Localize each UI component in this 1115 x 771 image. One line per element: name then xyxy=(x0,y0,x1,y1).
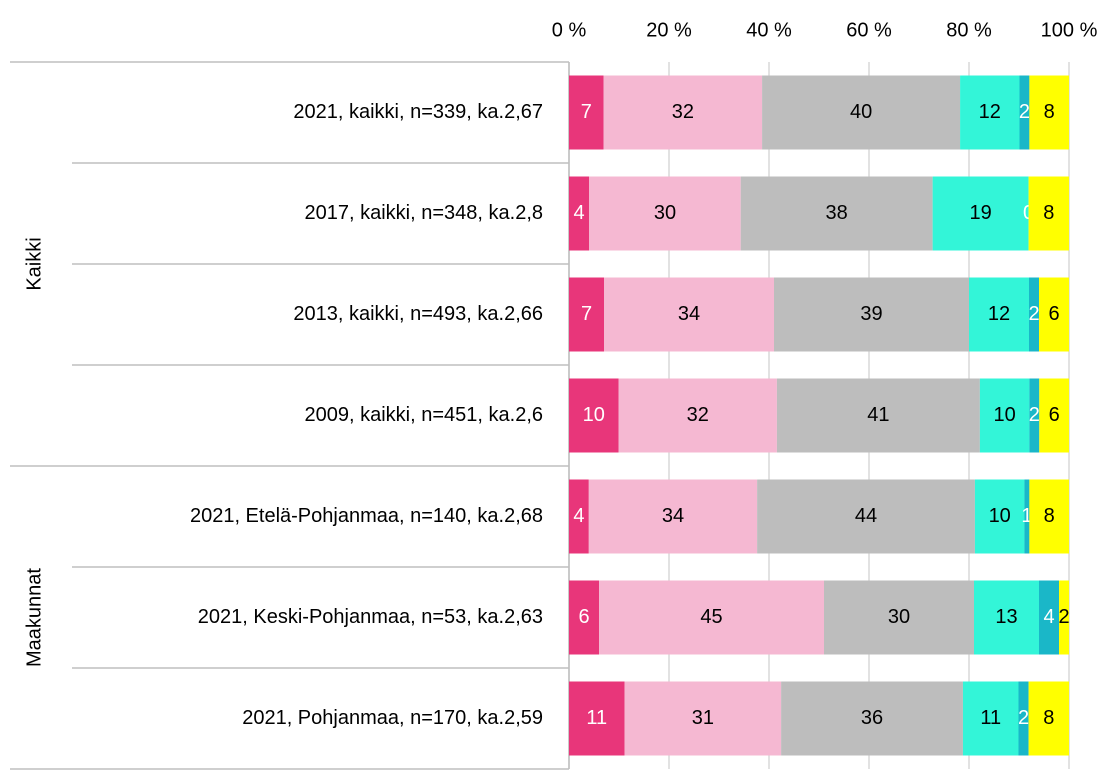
y-tick-label: 2021, Keski-Pohjanmaa, n=53, ka.2,63 xyxy=(198,606,543,628)
data-label: 36 xyxy=(861,707,883,729)
x-tick-label: 60 % xyxy=(846,19,892,41)
bar-segment xyxy=(1029,479,1069,554)
data-label: 10 xyxy=(583,404,605,426)
data-label: 12 xyxy=(988,303,1010,325)
y-tick-label: 2021, kaikki, n=339, ka.2,67 xyxy=(293,101,543,123)
bar-segment xyxy=(589,176,741,251)
bar-segment xyxy=(569,75,604,150)
group-label: Kaikki xyxy=(23,237,45,290)
data-label: 34 xyxy=(662,505,684,527)
data-label: 31 xyxy=(692,707,714,729)
bar-segment xyxy=(962,681,1019,756)
data-label: 32 xyxy=(672,101,694,123)
data-label: 8 xyxy=(1043,202,1054,224)
x-tick-label: 20 % xyxy=(646,19,692,41)
data-label: 45 xyxy=(700,606,722,628)
bar-segment xyxy=(569,580,599,655)
data-label: 40 xyxy=(850,101,872,123)
bar-segment xyxy=(624,681,782,756)
data-label: 8 xyxy=(1044,101,1055,123)
bar-segment xyxy=(569,277,604,352)
data-label: 7 xyxy=(581,101,592,123)
bar-segment xyxy=(569,681,625,756)
x-tick-label: 80 % xyxy=(946,19,992,41)
data-label: 32 xyxy=(687,404,709,426)
bar-segment xyxy=(969,277,1029,352)
bar-segment xyxy=(1028,176,1069,251)
data-label: 30 xyxy=(888,606,910,628)
data-label: 10 xyxy=(989,505,1011,527)
bar-segment xyxy=(599,580,824,655)
bar-segment xyxy=(932,176,1029,251)
data-label: 19 xyxy=(969,202,991,224)
y-tick-label: 2021, Etelä-Pohjanmaa, n=140, ka.2,68 xyxy=(190,505,543,527)
bar-segment xyxy=(618,378,777,453)
group-label: Maakunnat xyxy=(23,568,45,667)
data-label: 2 xyxy=(1028,303,1039,325)
data-label: 11 xyxy=(586,707,607,729)
bar-segment xyxy=(1024,479,1030,554)
data-label: 13 xyxy=(995,606,1017,628)
bar-segment xyxy=(1039,580,1059,655)
data-label: 39 xyxy=(860,303,882,325)
data-label: 2 xyxy=(1018,707,1029,729)
bar-segment xyxy=(604,277,774,352)
y-tick-label: 2017, kaikki, n=348, ka.2,8 xyxy=(305,202,544,224)
data-label: 2 xyxy=(1019,101,1030,123)
data-label: 1 xyxy=(1021,505,1032,527)
bar-segment xyxy=(1019,75,1030,150)
bar-segment xyxy=(1028,681,1069,756)
bar-segment xyxy=(569,378,619,453)
x-tick-label: 100 % xyxy=(1041,19,1098,41)
y-tick-label: 2021, Pohjanmaa, n=170, ka.2,59 xyxy=(242,707,543,729)
bar-segment xyxy=(569,176,590,251)
bar-segment xyxy=(588,479,758,554)
data-label: 2 xyxy=(1029,404,1040,426)
bar-segment xyxy=(1029,75,1069,150)
bar-segment xyxy=(1029,277,1039,352)
bar-segment xyxy=(824,580,974,655)
data-label: 2 xyxy=(1058,606,1069,628)
bar-segment xyxy=(1039,277,1069,352)
y-tick-label: 2013, kaikki, n=493, ka.2,66 xyxy=(293,303,543,325)
data-label: 44 xyxy=(855,505,877,527)
data-label: 8 xyxy=(1043,707,1054,729)
bar-segment xyxy=(757,479,975,554)
bar-segment xyxy=(569,479,589,554)
data-label: 8 xyxy=(1044,505,1055,527)
bar-segment xyxy=(781,681,963,756)
data-label: 4 xyxy=(1043,606,1054,628)
data-label: 6 xyxy=(578,606,589,628)
bar-segment xyxy=(740,176,933,251)
data-label: 10 xyxy=(994,404,1016,426)
y-tick-label: 2009, kaikki, n=451, ka.2,6 xyxy=(305,404,544,426)
bar-segment xyxy=(960,75,1020,150)
x-tick-label: 40 % xyxy=(746,19,792,41)
data-label: 30 xyxy=(654,202,676,224)
x-tick-label: 0 % xyxy=(552,19,587,41)
data-label: 7 xyxy=(581,303,592,325)
data-label: 12 xyxy=(979,101,1001,123)
bar-segment xyxy=(1029,378,1040,453)
data-label: 11 xyxy=(980,707,1001,729)
data-label: 4 xyxy=(573,505,584,527)
bar-segment xyxy=(1039,378,1069,453)
bar-segment xyxy=(762,75,961,150)
bar-segment xyxy=(974,580,1039,655)
bar-segment xyxy=(603,75,763,150)
data-label: 34 xyxy=(678,303,700,325)
bar-segment xyxy=(1018,681,1029,756)
data-label: 6 xyxy=(1048,303,1059,325)
data-label: 6 xyxy=(1049,404,1060,426)
data-label: 4 xyxy=(574,202,585,224)
data-label: 38 xyxy=(826,202,848,224)
bar-segment xyxy=(979,378,1030,453)
bar-segment xyxy=(776,378,980,453)
data-label: 41 xyxy=(867,404,889,426)
bar-segment xyxy=(1059,580,1069,655)
bar-segment xyxy=(774,277,969,352)
bar-segment xyxy=(974,479,1025,554)
